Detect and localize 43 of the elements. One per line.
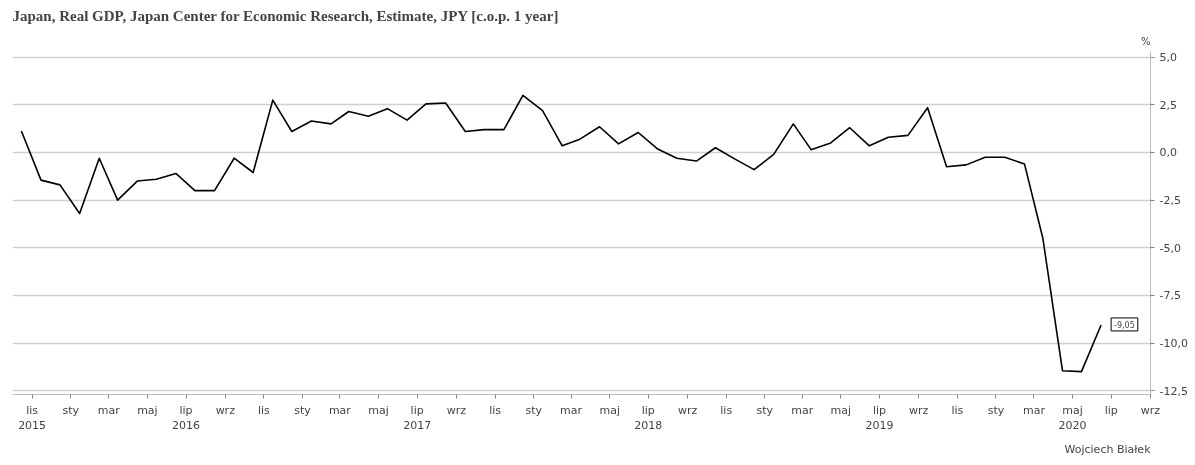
x-tick-label: maj — [137, 403, 158, 417]
x-tick-label: mar — [97, 403, 121, 417]
y-tick-label: 0,0 — [1159, 146, 1177, 160]
x-tick-label: mar — [328, 403, 352, 417]
x-tick-label: lis 2015 — [18, 403, 47, 433]
x-tick-label: mar — [560, 403, 583, 417]
x-tick-label: wrz — [1140, 403, 1161, 417]
text: Wojciech Białek — [1064, 442, 1152, 456]
x-tick-label: lis — [489, 403, 502, 417]
x-tick-label: lip 2017 — [403, 403, 432, 433]
y-tick-label: -7,5 — [1159, 289, 1181, 303]
y-axis-title: % — [1141, 35, 1151, 47]
x-tick-label: lis — [720, 403, 733, 417]
x-tick-label: wrz — [909, 403, 929, 417]
x-tick-label: maj — [368, 403, 389, 417]
y-tick-label: 5,0 — [1159, 51, 1177, 65]
x-tick-label: maj — [830, 403, 852, 417]
x-tick-label: sty — [525, 403, 543, 417]
x-tick-label: sty — [756, 403, 774, 417]
y-tick-label: -10,0 — [1159, 337, 1188, 351]
x-tick-label: maj 2020 — [1058, 403, 1087, 433]
x-tick-label: wrz — [677, 403, 698, 417]
y-tick-label: -2,5 — [1159, 194, 1181, 208]
x-tick-label: lip — [1104, 403, 1118, 417]
x-tick-label: mar — [1022, 403, 1046, 417]
y-tick-label: -12,5 — [1159, 384, 1188, 398]
x-tick-label: lip 2016 — [172, 403, 201, 433]
y-tick-label: -5,0 — [1159, 241, 1181, 255]
x-tick-label: sty — [294, 403, 312, 417]
chart-title: Japan, Real GDP, Japan Center for Economic Research, Estimate, JPY [c.o.p. 1 year] — [12, 7, 559, 24]
line-series — [20, 94, 1102, 373]
x-tick-label: lis — [257, 403, 271, 417]
y-tick-label: 2,5 — [1159, 98, 1177, 112]
x-tick-label: sty — [987, 403, 1005, 417]
x-tick-label: lis — [951, 403, 964, 417]
x-tick-label: wrz — [215, 403, 236, 417]
x-tick-label: mar — [791, 403, 814, 417]
x-tick-label: lip 2019 — [865, 403, 894, 433]
annotation: -9,05 — [1114, 320, 1135, 330]
x-tick-label: sty — [62, 403, 80, 417]
x-tick-label: wrz — [446, 403, 467, 417]
x-tick-label: lip 2018 — [634, 403, 663, 433]
x-tick-label: maj — [599, 403, 620, 417]
